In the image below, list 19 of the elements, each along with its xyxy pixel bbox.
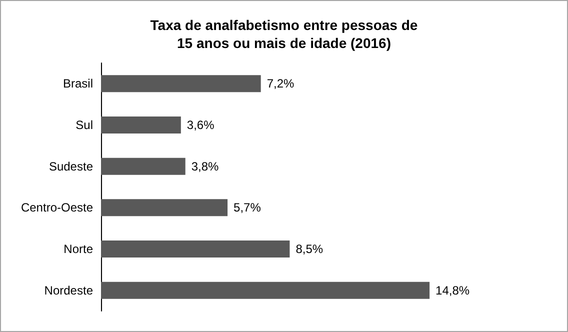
y-tick-label: Sudeste (48, 159, 94, 174)
bar (101, 282, 430, 299)
data-label: 3,6% (186, 118, 215, 132)
y-tick-label: Centro-Oeste (20, 200, 94, 215)
bar (101, 75, 261, 92)
chart-title: Taxa de analfabetismo entre pessoas de 15 anos ou mais de idade (2016) (150, 17, 418, 51)
y-tick-label: Sul (76, 118, 93, 132)
y-tick-label: Norte (64, 242, 94, 256)
bar (101, 158, 186, 175)
y-tick-label: Brasil (62, 76, 93, 91)
data-label: 7,2% (266, 76, 295, 91)
data-label: 8,5% (296, 242, 324, 256)
data-label: 14,8% (436, 283, 470, 298)
bar (101, 240, 290, 258)
data-label: 5,7% (234, 200, 262, 215)
bar (101, 116, 181, 134)
bar (101, 199, 228, 216)
data-label: 3,8% (191, 159, 220, 174)
y-tick-label: Nordeste (44, 283, 94, 298)
